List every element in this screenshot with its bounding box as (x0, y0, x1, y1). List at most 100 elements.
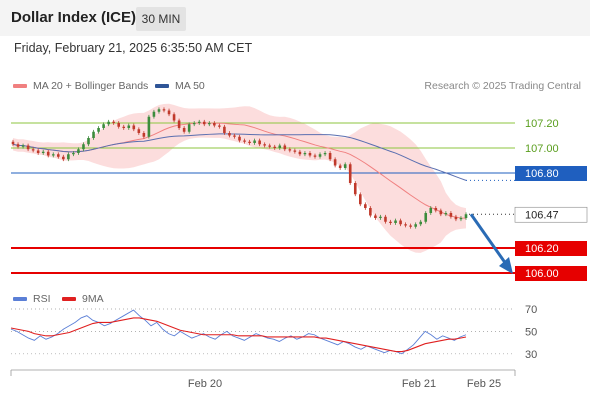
candle-body (268, 145, 271, 147)
candle-body (293, 150, 297, 152)
candle-body (233, 135, 236, 137)
candle-body (16, 144, 20, 147)
candle-body (31, 149, 35, 151)
candle-body (278, 145, 282, 148)
candle-body (162, 109, 166, 111)
candle-body (177, 120, 181, 128)
last-price-label: 106.47 (525, 209, 559, 221)
candle-body (67, 154, 70, 160)
candle-body (318, 154, 322, 157)
forecast-arrow-head (499, 257, 513, 274)
research-credit: Research © 2025 Trading Central (424, 80, 581, 92)
x-tick-label: Feb 25 (467, 378, 501, 390)
candle-body (394, 220, 397, 223)
candle-body (348, 164, 352, 183)
candle-body (409, 225, 412, 227)
candle-body (77, 149, 80, 153)
candle-body (328, 153, 332, 160)
candle-body (218, 125, 221, 127)
x-tick-label: Feb 20 (188, 378, 222, 390)
candle-body (444, 213, 448, 215)
candle-body (87, 138, 90, 145)
ma50-swatch (155, 84, 169, 89)
candle-body (11, 141, 15, 145)
candle-body (36, 150, 40, 153)
candle-body (92, 131, 95, 138)
candle-body (132, 125, 136, 130)
candle-body (298, 151, 302, 155)
candle-body (41, 151, 45, 153)
ma20-swatch (13, 84, 27, 89)
forecast-arrow-shaft (469, 213, 508, 265)
timeframe-button[interactable]: 30 MIN (136, 7, 186, 31)
candle-body (308, 153, 312, 156)
candle-body (117, 123, 120, 127)
candle-body (192, 123, 196, 125)
instrument-title: Dollar Index (ICE) (11, 9, 137, 26)
candle-body (82, 144, 85, 150)
candle-body (228, 133, 231, 136)
candle-body (333, 159, 337, 166)
candle-body (142, 133, 146, 137)
candle-body (62, 156, 65, 160)
9ma-label: 9MA (82, 293, 104, 305)
level-box-106.20 (515, 241, 587, 256)
legend-ma20: MA 20 + Bollinger Bands (13, 80, 148, 92)
rsi-ma-line (10, 317, 467, 353)
candle-body (147, 116, 151, 137)
candle-body (97, 128, 100, 132)
level-label-106.00: 106.00 (525, 268, 559, 280)
9ma-swatch (62, 297, 76, 302)
candle-body (102, 124, 105, 128)
candle-body (122, 126, 126, 128)
candle-body (303, 153, 307, 155)
candle-body (253, 140, 256, 143)
level-box-106.00 (515, 266, 587, 281)
candle-body (434, 208, 438, 211)
candle-body (197, 121, 201, 123)
candle-body (323, 153, 327, 155)
candle-body (439, 210, 443, 215)
candle-body (414, 224, 417, 227)
candle-body (399, 220, 402, 225)
report-datetime: Friday, February 21, 2025 6:35:50 AM CET (14, 41, 253, 55)
candle-body (157, 109, 161, 112)
rsi-tick-30: 30 (525, 349, 537, 361)
rsi-tick-50: 50 (525, 326, 537, 338)
legend-ma50: MA 50 (155, 80, 205, 92)
candle-body (419, 221, 422, 225)
bollinger-band (13, 103, 466, 253)
candle-body (429, 208, 433, 213)
candle-body (404, 224, 407, 226)
candle-body (127, 125, 131, 128)
candle-body (288, 149, 292, 151)
candle-body (248, 141, 251, 143)
candle-body (187, 124, 191, 132)
candle-body (57, 154, 60, 157)
candle-body (459, 218, 463, 220)
candle-body (369, 208, 372, 216)
candle-body (449, 213, 453, 217)
candle-body (263, 144, 266, 146)
legend-rsi: RSI (13, 293, 51, 305)
candle-body (137, 129, 141, 133)
candle-body (51, 154, 55, 156)
candle-body (26, 145, 30, 150)
rsi-label: RSI (33, 293, 51, 305)
candle-body (72, 153, 75, 155)
candle-body (182, 128, 186, 132)
candle-body (313, 155, 317, 157)
candle-body (213, 123, 216, 126)
candle-body (389, 221, 392, 223)
candle-body (273, 146, 277, 148)
candle-body (338, 165, 342, 168)
x-tick-label: Feb 21 (402, 378, 436, 390)
candle-body (243, 140, 246, 142)
level-label-107.20: 107.20 (525, 118, 559, 130)
candle-body (202, 121, 206, 125)
candle-body (379, 216, 382, 218)
ma50-line (12, 133, 467, 181)
last-price-box (514, 206, 588, 223)
candle-body (353, 183, 357, 195)
candle-body (21, 145, 25, 147)
